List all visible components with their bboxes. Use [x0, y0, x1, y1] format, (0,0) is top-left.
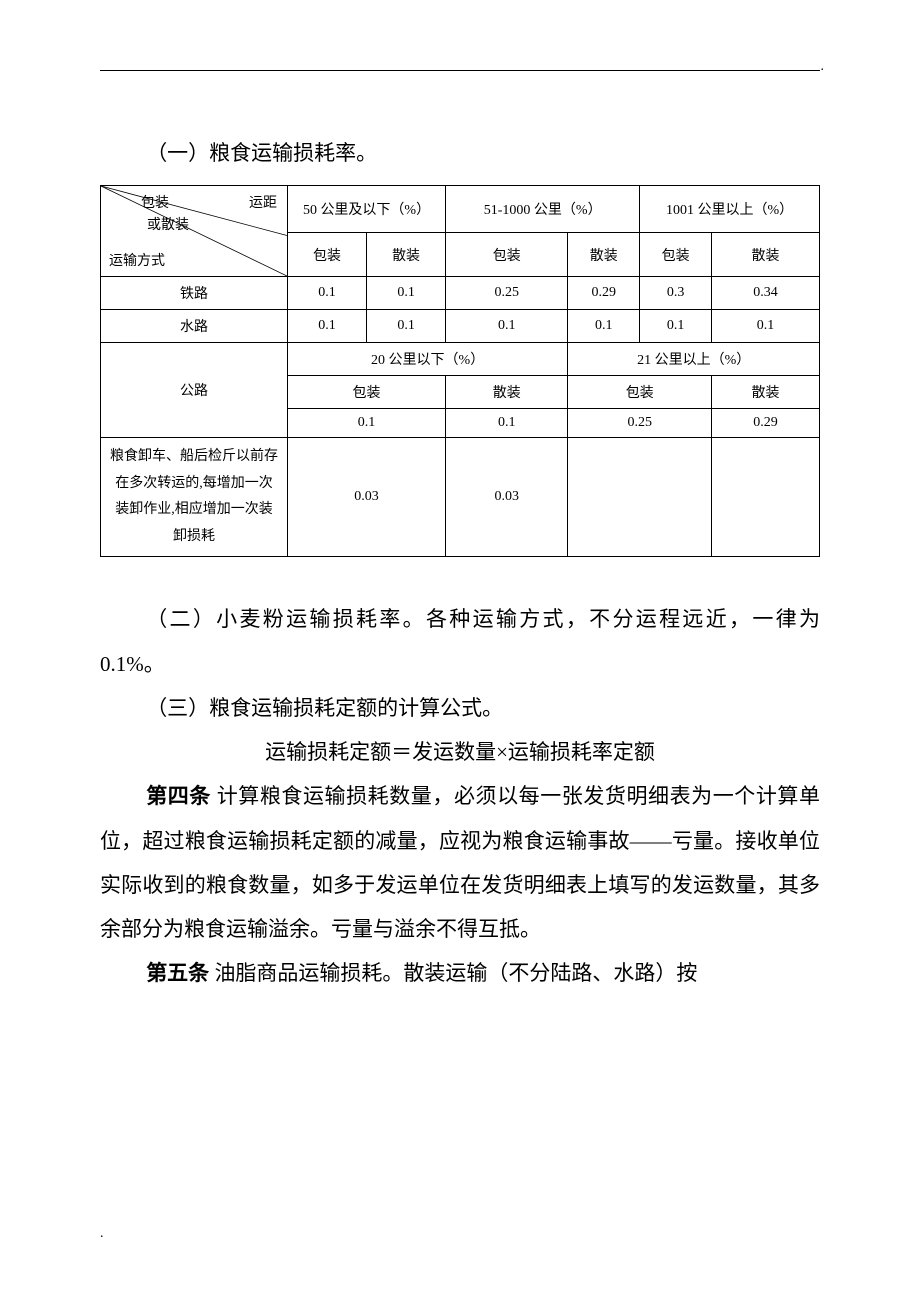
article-5-body: 油脂商品运输损耗。散装运输（不分陆路、水路）按 — [209, 961, 697, 985]
document-page: （一）粮食运输损耗率。 包装 运距 或散装 运输方式 50 公里及以下 — [0, 0, 920, 1302]
pack-header: 包装 — [287, 233, 366, 277]
cell: 0.3 — [640, 277, 712, 310]
table-row: 铁路 0.1 0.1 0.25 0.29 0.3 0.34 — [101, 277, 820, 310]
cell: 0.1 — [287, 277, 366, 310]
cell: 0.29 — [568, 277, 640, 310]
cell: 0.1 — [287, 409, 445, 438]
pack-header: 散装 — [367, 233, 446, 277]
cell: 0.1 — [287, 310, 366, 343]
cell: 0.25 — [568, 409, 712, 438]
dist-header-2: 51-1000 公里（%） — [446, 186, 640, 233]
pack-header: 包装 — [446, 233, 568, 277]
article-5-head: 第五条 — [146, 962, 209, 985]
road-pack-b1: 包装 — [568, 376, 712, 409]
diagonal-header-cell: 包装 运距 或散装 运输方式 — [101, 186, 288, 277]
diag-label-middle: 包装 — [141, 192, 169, 212]
cell: 0.1 — [367, 277, 446, 310]
table-row: 粮食卸车、船后检斤以前存在多次转运的,每增加一次装卸作业,相应增加一次装卸损耗 … — [101, 438, 820, 557]
article-4: 第四条 计算粮食运输损耗数量，必须以每一张发货明细表为一个计算单位，超过粮食运输… — [100, 774, 820, 951]
cell: 0.1 — [367, 310, 446, 343]
cell: 0.1 — [712, 310, 820, 343]
diag-label-bottomleft: 运输方式 — [109, 250, 165, 270]
diag-label-topright: 运距 — [249, 192, 277, 212]
section-2-p2: （三）粮食运输损耗定额的计算公式。 — [100, 686, 820, 730]
road-pack-a1: 包装 — [287, 376, 445, 409]
table-row: 包装 运距 或散装 运输方式 50 公里及以下（%） 51-1000 公里（%）… — [101, 186, 820, 233]
row-label-road: 公路 — [101, 343, 288, 438]
cell: 0.29 — [712, 409, 820, 438]
cell: 0.34 — [712, 277, 820, 310]
empty-cell — [568, 438, 712, 557]
pack-header: 散装 — [568, 233, 640, 277]
section-2-p1: （二）小麦粉运输损耗率。各种运输方式，不分运程远近，一律为 0.1%。 — [100, 597, 820, 685]
road-dist-b: 21 公里以上（%） — [568, 343, 820, 376]
row-label-rail: 铁路 — [101, 277, 288, 310]
cell: 0.1 — [568, 310, 640, 343]
table-row: 水路 0.1 0.1 0.1 0.1 0.1 0.1 — [101, 310, 820, 343]
road-pack-a2: 散装 — [446, 376, 568, 409]
footer-dot: . — [100, 1226, 104, 1242]
cell: 0.03 — [287, 438, 445, 557]
diag-label-middle2: 或散装 — [147, 214, 189, 234]
extra-row-label: 粮食卸车、船后检斤以前存在多次转运的,每增加一次装卸作业,相应增加一次装卸损耗 — [101, 438, 288, 557]
cell: 0.1 — [640, 310, 712, 343]
cell: 0.1 — [446, 409, 568, 438]
section-1-heading: （一）粮食运输损耗率。 — [100, 131, 820, 175]
cell: 0.1 — [446, 310, 568, 343]
loss-rate-table: 包装 运距 或散装 运输方式 50 公里及以下（%） 51-1000 公里（%）… — [100, 185, 820, 557]
top-horizontal-rule — [100, 70, 820, 71]
dist-header-1: 50 公里及以下（%） — [287, 186, 445, 233]
cell: 0.03 — [446, 438, 568, 557]
article-5: 第五条 油脂商品运输损耗。散装运输（不分陆路、水路）按 — [100, 951, 820, 996]
row-label-water: 水路 — [101, 310, 288, 343]
road-pack-b2: 散装 — [712, 376, 820, 409]
dist-header-3: 1001 公里以上（%） — [640, 186, 820, 233]
table-row: 公路 20 公里以下（%） 21 公里以上（%） — [101, 343, 820, 376]
article-4-head: 第四条 — [146, 785, 211, 808]
formula-line: 运输损耗定额＝发运数量×运输损耗率定额 — [100, 730, 820, 774]
cell: 0.25 — [446, 277, 568, 310]
pack-header: 包装 — [640, 233, 712, 277]
road-dist-a: 20 公里以下（%） — [287, 343, 567, 376]
empty-cell — [712, 438, 820, 557]
pack-header: 散装 — [712, 233, 820, 277]
